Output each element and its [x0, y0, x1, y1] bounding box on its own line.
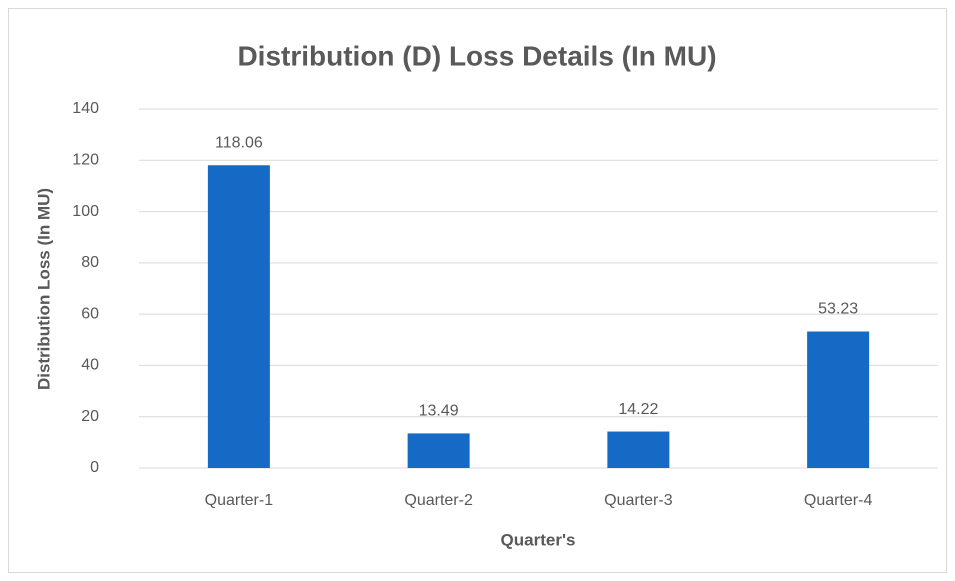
bar [607, 431, 670, 468]
y-tick-label: 80 [81, 254, 99, 271]
x-axis-label: Quarter's [501, 530, 576, 549]
y-tick-label: 100 [72, 203, 99, 220]
data-label: 13.49 [419, 403, 459, 420]
bar [407, 433, 470, 468]
y-axis-label: Distribution Loss (In MU) [34, 188, 53, 390]
y-tick-label: 60 [81, 305, 99, 322]
chart-title: Distribution (D) Loss Details (In MU) [237, 40, 716, 71]
y-tick-label: 0 [90, 459, 99, 476]
y-tick-label: 120 [72, 152, 99, 169]
bar [807, 331, 870, 468]
y-tick-label: 40 [81, 357, 99, 374]
bar [207, 165, 270, 468]
x-tick-label: Quarter-2 [404, 492, 473, 509]
x-tick-label: Quarter-4 [804, 492, 873, 509]
y-tick-label: 20 [81, 408, 99, 425]
data-label: 53.23 [818, 301, 858, 318]
y-tick-label: 140 [72, 100, 99, 117]
data-label: 14.22 [618, 401, 658, 418]
chart-border [8, 8, 947, 573]
data-label: 118.06 [215, 134, 263, 151]
x-tick-label: Quarter-3 [604, 492, 673, 509]
x-tick-label: Quarter-1 [205, 492, 274, 509]
